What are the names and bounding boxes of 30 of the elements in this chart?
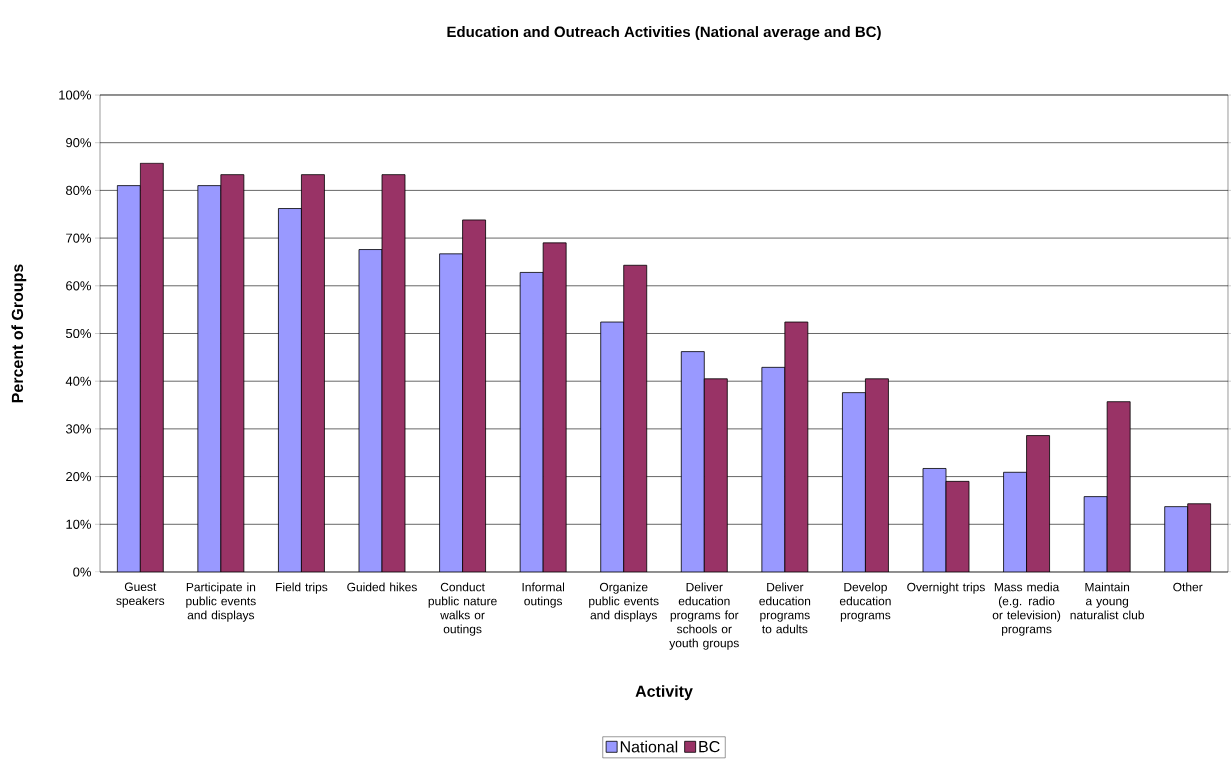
x-tick-label: Participate in public events and displays [186, 582, 256, 622]
x-tick-label: Overnight trips [907, 582, 985, 594]
x-tick-label: Informal outings [522, 582, 565, 608]
x-tick-label: Mass media (e.g. radio or television) programs [992, 582, 1061, 636]
x-tick-label: Deliver education programs to adults [759, 582, 811, 634]
x-tick-label: Conduct public nature walks or outings [428, 582, 497, 636]
y-tick-label: 10% [66, 519, 92, 529]
x-axis-title: Activity [635, 685, 693, 701]
x-tick-label: Deliver education programs for schools or youth groups [669, 582, 739, 650]
y-tick-label: 50% [65, 328, 92, 339]
y-tick-label: 100% [59, 90, 92, 100]
y-tick-label: 80% [66, 185, 92, 195]
y-tick-label: 30% [65, 424, 92, 434]
x-tick-label: Organize public events and displays [589, 582, 659, 622]
x-tick-label: Maintain a young naturalist club [1070, 582, 1144, 620]
y-tick-label: 0% [73, 567, 92, 577]
y-tick-label: 90% [66, 138, 92, 148]
x-tick-label: Field trips [276, 582, 328, 594]
chart-title: Education and Outreach Activities (National average and BC) [447, 26, 881, 41]
y-tick-label: 70% [66, 233, 92, 243]
x-tick-label: Develop education programs [839, 582, 891, 622]
y-tick-label: 20% [66, 471, 92, 482]
y-tick-label: 40% [65, 376, 92, 386]
x-tick-label: Guided hikes [347, 582, 417, 592]
legend-label: National [620, 740, 678, 753]
x-tick-label: Guest speakers [116, 582, 165, 608]
y-tick-label: 60% [66, 281, 92, 291]
legend-label: BC [699, 740, 720, 753]
x-tick-label: Other [1173, 582, 1203, 592]
y-axis-title: Percent of Groups [11, 264, 27, 403]
